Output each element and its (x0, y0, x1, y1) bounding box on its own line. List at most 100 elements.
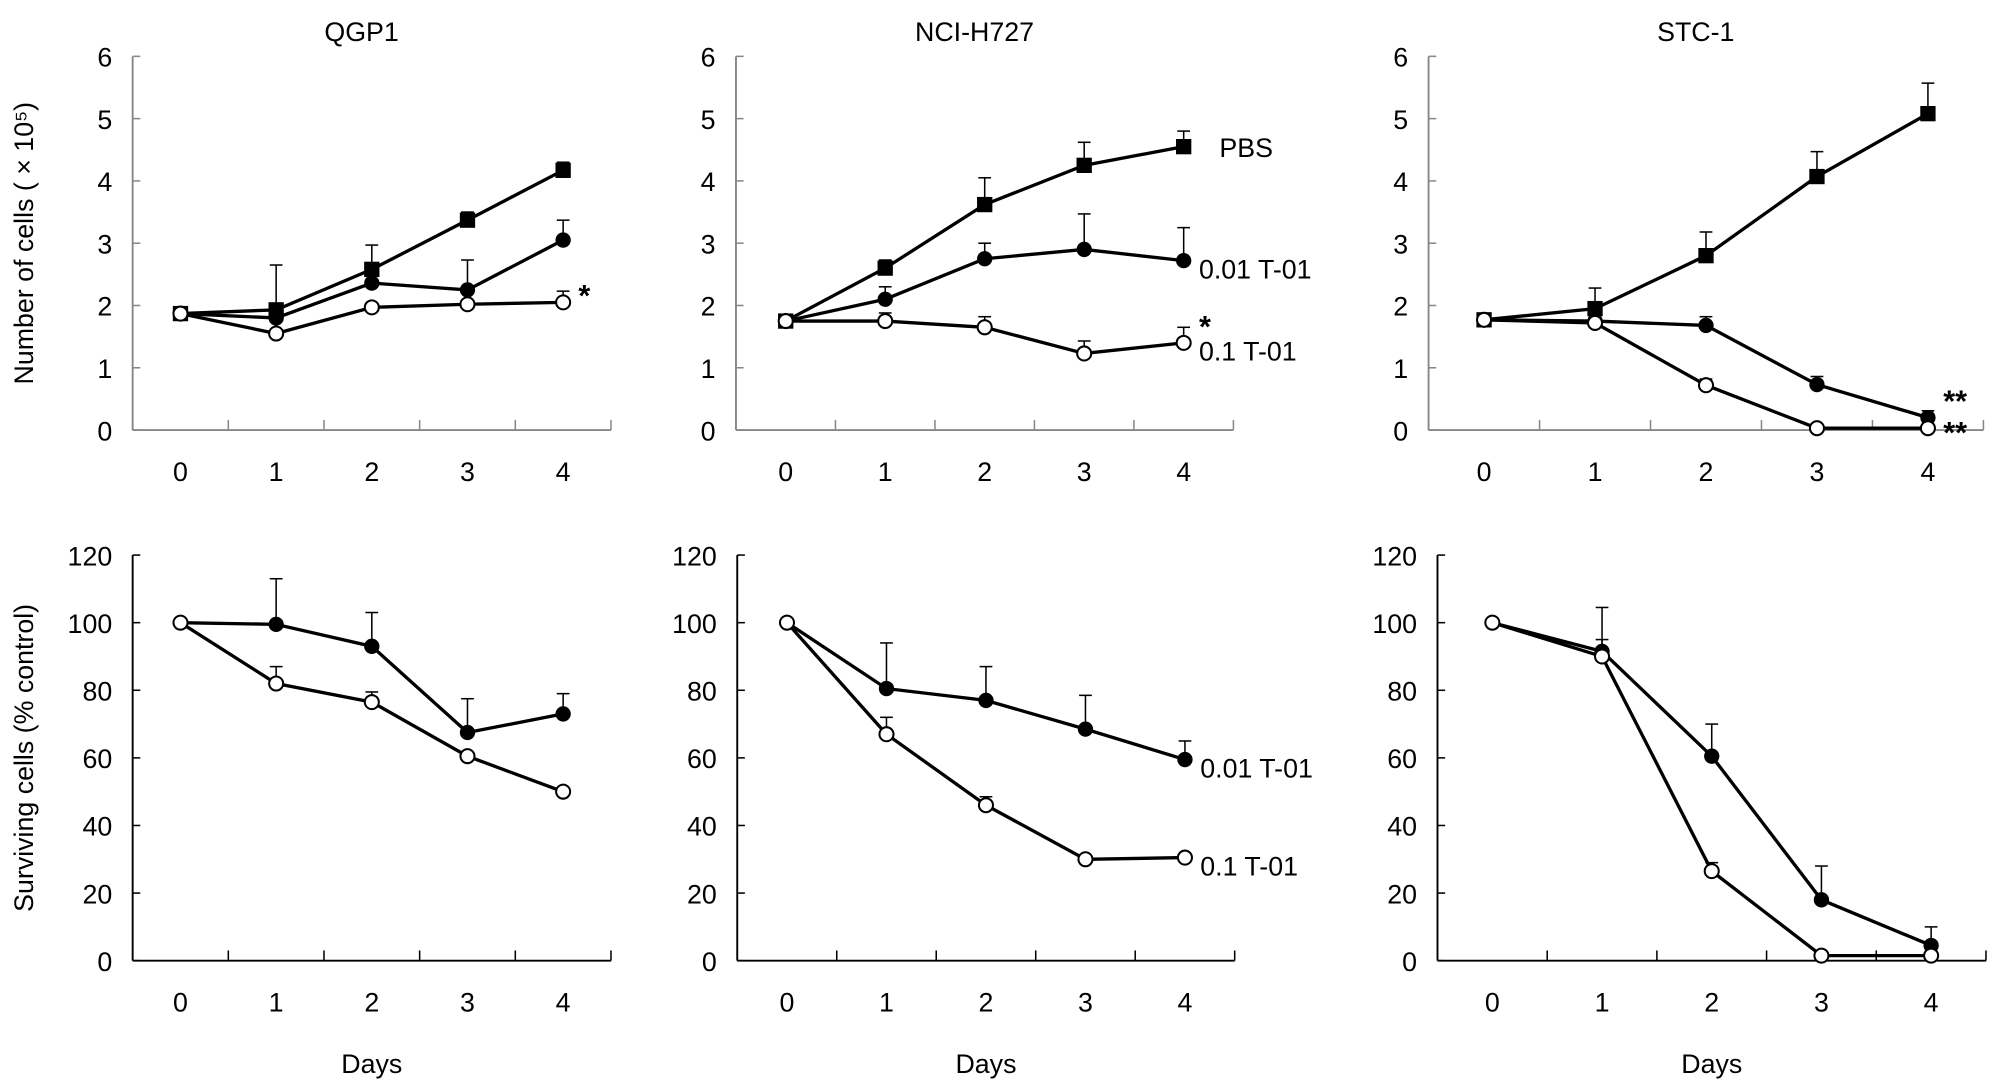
series-line (784, 145, 1184, 323)
y-tick-label: 0 (701, 416, 716, 446)
series-line (1491, 621, 1932, 958)
data-point-square (977, 196, 993, 213)
chart-panel-0: 0 1 2 3 4 5 6 0 1 2 3 4 QGP1 Number of cells ( × 10⁵)… (9, 17, 612, 487)
x-tick-label: 1 (879, 988, 894, 1018)
data-point-open-circle (1808, 420, 1825, 437)
data-point-filled-circle (1704, 748, 1720, 764)
x-axis-label: Days (341, 1049, 402, 1079)
data-point-open-circle (1697, 377, 1715, 394)
data-point-open-circle (172, 305, 189, 322)
data-point-square (1809, 168, 1825, 185)
data-point-filled-circle (1076, 241, 1092, 258)
data-point-open-circle (555, 294, 572, 311)
data-point-square (1587, 300, 1603, 317)
x-tick-label: 4 (1178, 988, 1193, 1018)
series-0 (172, 577, 571, 741)
x-tick-label: 1 (269, 457, 284, 487)
series-0 (172, 161, 571, 322)
series-line (1491, 621, 1932, 947)
y-tick-label: 120 (672, 541, 717, 571)
chart-panel-1: 0 1 2 3 4 5 6 0 1 2 3 4 NCI-H727 PBS 0.01 T-01 0.1 T-01… (701, 17, 1312, 487)
chart-panel-3: 0 20 40 60 80 100 120 0 1 2 3 4 Days Surviving cells … (9, 541, 612, 1079)
x-axis-label: Days (955, 1049, 1016, 1079)
y-tick-label: 5 (701, 105, 716, 135)
data-point-filled-circle (1177, 751, 1193, 768)
y-tick-label: 0 (97, 416, 112, 446)
chart-panel-5: 0 20 40 60 80 100 120 0 1 2 3 4 Days (1372, 541, 1987, 1079)
data-point-open-circle (1484, 614, 1501, 631)
series-2 (1476, 311, 1936, 437)
data-point-open-circle (1476, 311, 1493, 328)
data-point-filled-circle (1176, 252, 1192, 269)
x-tick-label: 2 (979, 988, 994, 1018)
data-point-square (459, 212, 476, 228)
y-tick-label: 80 (1387, 676, 1417, 706)
data-point-open-circle (459, 296, 476, 313)
data-point-open-circle (1703, 863, 1720, 880)
x-tick-label: 4 (1920, 457, 1935, 487)
y-tick-label: 100 (672, 609, 717, 639)
significance-marker: ** (1943, 385, 1967, 419)
series-label: 0.01 T-01 (1199, 255, 1312, 285)
data-point-filled-circle (1809, 376, 1825, 393)
y-tick-label: 6 (1393, 43, 1408, 73)
data-point-filled-circle (1698, 317, 1714, 334)
x-tick-label: 3 (1810, 457, 1825, 487)
x-tick-label: 3 (1078, 988, 1093, 1018)
series-0 (1476, 82, 1936, 328)
data-point-filled-circle (268, 616, 284, 633)
x-tick-label: 2 (977, 457, 992, 487)
y-tick-label: 0 (702, 947, 717, 977)
x-tick-label: 2 (364, 457, 379, 487)
significance-marker: ** (1943, 416, 1967, 450)
series-1 (1484, 614, 1940, 964)
significance-marker: * (578, 279, 590, 313)
data-point-filled-circle (459, 724, 476, 741)
x-tick-label: 1 (269, 988, 284, 1018)
series-line (1484, 318, 1929, 420)
y-tick-label: 0 (1393, 416, 1408, 446)
x-axis-label: Days (1681, 1049, 1742, 1079)
y-tick-label: 0 (97, 947, 112, 977)
data-point-open-circle (555, 783, 572, 800)
data-point-square (555, 162, 571, 178)
data-point-open-circle (268, 675, 285, 692)
data-point-filled-circle (878, 680, 895, 697)
data-point-filled-circle (364, 638, 380, 654)
data-point-open-circle (1077, 851, 1094, 868)
series-1: 0.1 T-01 (778, 614, 1298, 881)
y-tick-label: 80 (687, 676, 717, 706)
y-tick-label: 20 (687, 879, 717, 909)
data-point-square (1698, 248, 1714, 264)
chart-panel-4: 0 20 40 60 80 100 120 0 1 2 3 4 Days 0.01 T-01 0.1 T-0… (672, 541, 1313, 1079)
series-line (1483, 112, 1929, 322)
y-tick-label: 60 (687, 744, 717, 774)
series-2 (172, 290, 572, 342)
y-tick-label: 120 (68, 541, 113, 571)
chart-panel-2: 0 1 2 3 4 5 6 0 1 2 3 4 STC-1 **** (1393, 17, 1985, 487)
y-tick-label: 4 (701, 167, 716, 197)
x-tick-label: 4 (556, 457, 571, 487)
data-point-square (1176, 139, 1192, 155)
chart-title: STC-1 (1657, 17, 1734, 47)
data-point-filled-circle (364, 275, 380, 291)
x-tick-label: 0 (1485, 988, 1500, 1018)
y-tick-label: 3 (701, 229, 716, 259)
x-tick-label: 3 (1814, 988, 1829, 1018)
series-0 (1484, 606, 1939, 954)
series-0: PBS (778, 130, 1273, 329)
x-tick-label: 4 (1176, 457, 1191, 487)
chart-title: NCI-H727 (915, 17, 1034, 47)
x-tick-label: 3 (460, 988, 475, 1018)
data-point-open-circle (878, 726, 895, 743)
data-point-open-circle (1176, 849, 1193, 866)
data-point-filled-circle (555, 706, 571, 722)
series-2: 0.1 T-01 (777, 312, 1297, 367)
x-tick-label: 4 (1924, 988, 1939, 1018)
data-point-filled-circle (877, 291, 893, 307)
data-point-filled-circle (978, 692, 994, 709)
y-tick-label: 2 (97, 292, 112, 322)
data-point-filled-circle (977, 251, 993, 267)
y-tick-label: 40 (687, 812, 717, 842)
y-tick-label: 100 (1372, 609, 1417, 639)
